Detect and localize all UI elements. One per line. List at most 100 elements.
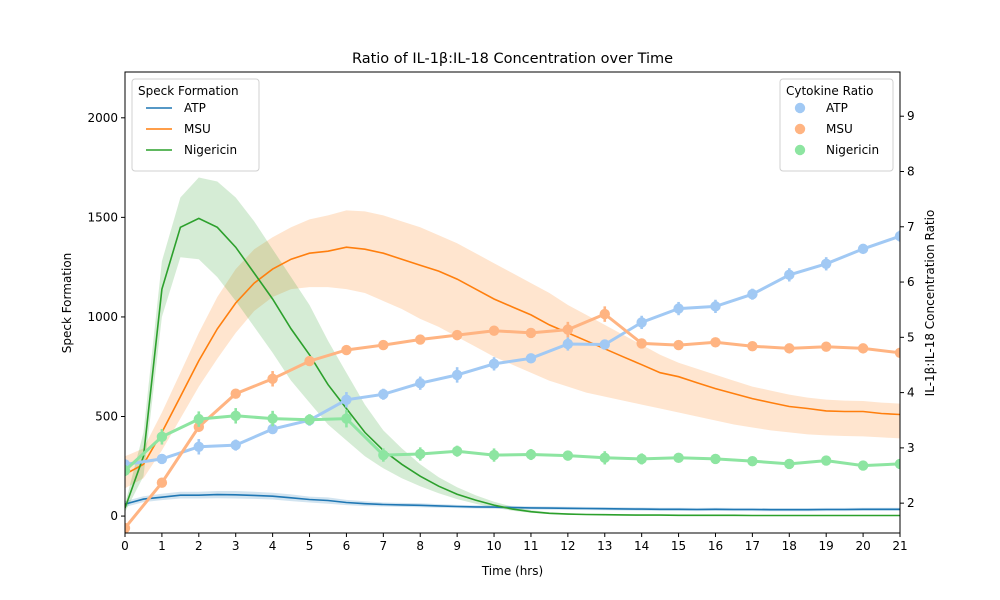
ratio-point-atp [525, 353, 537, 364]
y-left-tick-label: 500 [95, 410, 118, 424]
x-tick-label: 10 [486, 539, 501, 553]
x-tick-label: 11 [523, 539, 538, 553]
speck-line-nigericin [125, 217, 900, 517]
x-tick-label: 6 [343, 539, 351, 553]
ratio-point-msu [156, 477, 168, 488]
ratio-point-nigericin [415, 448, 426, 460]
ratio-point-nigericin [894, 458, 900, 470]
legend-left-label-nigericin: Nigericin [184, 143, 237, 157]
ratio-point-msu [415, 334, 426, 345]
ratio-point-msu [820, 341, 832, 352]
x-tick-label: 19 [819, 539, 834, 553]
y-right-tick-label: 7 [907, 220, 915, 234]
ratio-point-atp [341, 394, 352, 405]
ratio-point-atp [747, 289, 758, 300]
x-tick-label: 21 [892, 539, 907, 553]
ratio-point-atp [820, 258, 832, 270]
ratio-point-atp [378, 389, 389, 400]
ratio-point-atp [784, 269, 795, 281]
ratio-line-nigericin [125, 414, 900, 472]
plot-area [125, 177, 900, 533]
ratio-point-msu [267, 373, 278, 384]
x-tick-label: 16 [708, 539, 723, 553]
speck-band-nigericin [125, 177, 900, 516]
x-tick-label: 13 [597, 539, 612, 553]
ratio-point-msu [125, 522, 131, 533]
ratio-point-atp [193, 441, 205, 452]
ratio-point-msu [747, 340, 758, 352]
y-right-tick-label: 9 [907, 109, 915, 123]
axes: 0 1 2 3 4 5 6 7 8 9 10 11 12 13 14 15 16 17 18 19 20 21050010… [87, 71, 915, 553]
axes-frame [124, 71, 901, 534]
y-right-tick-label: 4 [907, 386, 915, 400]
legend-right-swatch-nigericin [794, 144, 806, 156]
legend-left-label-atp: ATP [184, 101, 206, 115]
ratio-point-atp [636, 317, 647, 328]
ratio-point-nigericin [193, 413, 205, 425]
x-tick-label: 7 [380, 539, 388, 553]
ratio-point-msu [857, 343, 869, 354]
y-axis-left-label: Speck Formation [60, 253, 74, 354]
ratio-point-nigericin [820, 455, 832, 466]
ratio-point-atp [415, 378, 426, 389]
legend-right-swatch-atp [794, 102, 806, 114]
legend-right-label-atp: ATP [826, 101, 848, 115]
y-left-tick-label: 2000 [87, 111, 118, 125]
y-axis-right-label: IL-1β:IL-18 Concentration Ratio [923, 210, 937, 397]
y-left-tick-label: 1000 [87, 310, 118, 324]
ratio-point-msu [894, 347, 900, 358]
legend-right-label-nigericin: Nigericin [826, 143, 879, 157]
ratio-point-atp [451, 369, 463, 381]
y-right-tick-label: 3 [907, 441, 915, 455]
ratio-point-msu [636, 338, 647, 349]
legends: Speck Formation ATP MSU Nigericin Cytokine R… [131, 78, 894, 172]
y-left-tick-label: 1500 [87, 210, 118, 224]
ratio-line-atp [125, 234, 900, 466]
chart-title: Ratio of IL-1β:IL-18 Concentration over … [352, 51, 673, 67]
ratio-point-msu [341, 344, 352, 356]
ratio-point-nigericin [784, 458, 795, 470]
x-tick-label: 4 [269, 539, 277, 553]
ratio-point-msu [599, 308, 610, 320]
speck-line-atp [125, 493, 900, 511]
x-tick-label: 8 [416, 539, 424, 553]
legend-right-label-msu: MSU [826, 122, 853, 136]
legend-left-label-msu: MSU [184, 122, 211, 136]
ratio-point-nigericin [747, 455, 758, 467]
y-right-tick-label: 6 [907, 275, 915, 289]
ratio-point-nigericin [125, 465, 131, 476]
x-tick-label: 0 [121, 539, 129, 553]
x-tick-label: 20 [855, 539, 870, 553]
ratio-point-atp [230, 439, 241, 451]
ratio-point-msu [710, 337, 721, 348]
ratio-point-msu [304, 355, 315, 367]
ratio-point-atp [267, 423, 278, 435]
ratio-point-msu [451, 329, 463, 341]
ratio-point-nigericin [230, 410, 241, 422]
ratio-point-msu [562, 324, 574, 335]
ratio-point-nigericin [378, 449, 389, 461]
legend-right-title: Cytokine Ratio [786, 84, 873, 98]
ratio-point-msu [525, 327, 537, 339]
ratio-point-nigericin [525, 449, 537, 460]
legend-right-swatch-msu [794, 123, 806, 135]
ratio-point-nigericin [267, 413, 278, 424]
ratio-point-nigericin [451, 445, 463, 457]
ratio-point-atp [488, 358, 500, 370]
ratio-point-nigericin [304, 414, 315, 425]
ratio-point-atp [857, 243, 869, 255]
ratio-point-atp [673, 303, 684, 314]
plot-series-group [125, 177, 900, 533]
y-right-tick-label: 2 [907, 496, 915, 510]
ratio-point-nigericin [341, 413, 352, 424]
x-tick-label: 1 [158, 539, 166, 553]
ratio-point-nigericin [562, 450, 574, 461]
x-tick-label: 15 [671, 539, 686, 553]
x-tick-label: 9 [453, 539, 461, 553]
ratio-point-nigericin [673, 452, 684, 464]
ratio-point-atp [894, 230, 900, 242]
y-right-tick-label: 5 [907, 330, 915, 344]
ratio-point-msu [378, 339, 389, 351]
